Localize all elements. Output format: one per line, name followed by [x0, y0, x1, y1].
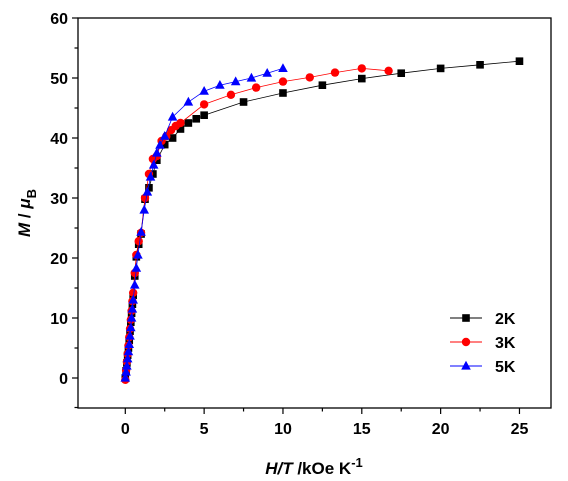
data-point [305, 73, 314, 82]
y-tick-label: 20 [50, 251, 68, 268]
data-point [126, 322, 136, 332]
data-point [134, 237, 143, 246]
y-tick-label: 10 [50, 311, 68, 328]
x-tick-label: 0 [121, 421, 130, 438]
data-point [230, 76, 241, 86]
data-point [226, 90, 236, 100]
data-point [330, 68, 340, 77]
data-point [127, 303, 138, 313]
data-point [278, 77, 288, 86]
data-point [436, 64, 445, 73]
data-point [279, 89, 287, 97]
data-point [278, 63, 288, 72]
legend-label: 3K [495, 335, 516, 352]
data-point [515, 57, 524, 65]
y-axis-title: M / μB [15, 189, 39, 237]
data-point [176, 125, 185, 133]
data-point [123, 346, 134, 356]
data-point [199, 86, 209, 95]
data-point [155, 140, 165, 149]
legend-label: 5K [495, 359, 516, 376]
data-point [239, 98, 248, 106]
legend-item: 5K [450, 359, 516, 376]
series-layer [120, 57, 524, 384]
legend-marker [461, 337, 471, 347]
data-point [121, 366, 131, 376]
x-tick-label: 25 [511, 421, 529, 438]
data-point [167, 111, 178, 121]
data-point [215, 80, 225, 89]
x-axis-title: H/T /kOe K-1 [265, 455, 363, 478]
series-3K [121, 64, 393, 384]
y-tick-label: 40 [50, 131, 68, 148]
data-point [131, 263, 142, 272]
legend-label: 2K [495, 311, 516, 328]
data-point [120, 372, 131, 382]
data-point [397, 69, 406, 77]
legend-marker [461, 360, 471, 370]
data-point [192, 115, 201, 123]
data-point [145, 184, 153, 192]
data-point [200, 111, 208, 119]
legend: 2K 3K 5K [450, 311, 516, 376]
legend-item: 2K [450, 311, 516, 328]
x-tick-label: 5 [200, 421, 209, 438]
data-point [139, 204, 150, 214]
data-point [318, 81, 327, 89]
data-point [129, 279, 140, 289]
data-point [136, 227, 146, 236]
legend-marker [462, 314, 470, 322]
data-point [140, 193, 150, 203]
y-tick-label: 30 [50, 191, 68, 208]
series-line [124, 67, 389, 380]
data-point [142, 186, 153, 196]
data-point [476, 61, 484, 69]
series-2K [121, 57, 524, 382]
axis-ticks: 0 5 10 15 20 25 0 10 20 30 40 50 60 [50, 11, 528, 438]
data-point [159, 131, 170, 140]
data-point [125, 330, 135, 340]
data-point [246, 72, 257, 82]
data-point [128, 288, 138, 297]
y-tick-label: 0 [59, 371, 68, 388]
data-point [176, 118, 185, 128]
plot-frame [77, 17, 552, 409]
legend-item: 3K [450, 335, 516, 352]
data-point [251, 83, 261, 92]
data-point [145, 171, 156, 181]
series-5K [120, 63, 288, 382]
y-tick-label: 50 [50, 71, 68, 88]
series-line [124, 60, 520, 379]
x-tick-label: 15 [353, 421, 371, 438]
y-tick-label: 60 [50, 11, 68, 28]
data-point [148, 159, 159, 169]
data-point [357, 64, 366, 73]
data-point [199, 100, 209, 109]
data-point [128, 294, 138, 304]
x-tick-label: 10 [274, 421, 292, 438]
data-point [358, 74, 366, 83]
data-point [168, 134, 177, 142]
data-point [160, 140, 169, 149]
data-point [262, 68, 272, 77]
data-point [184, 119, 193, 127]
data-point [122, 360, 132, 370]
data-point [183, 96, 194, 106]
data-point [133, 249, 143, 259]
data-point [122, 353, 133, 363]
data-point [126, 312, 137, 322]
data-point [124, 339, 135, 348]
data-point [384, 66, 393, 76]
data-point [152, 147, 162, 157]
x-tick-label: 20 [432, 421, 450, 438]
